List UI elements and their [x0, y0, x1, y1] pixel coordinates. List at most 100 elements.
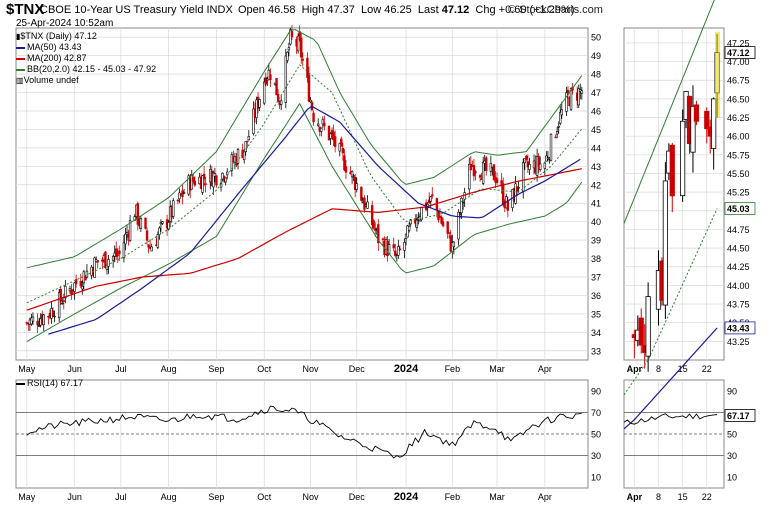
- main-y-tick-label: 44: [591, 143, 601, 153]
- ma50-value-tag-box: [724, 321, 756, 335]
- rsi-y-tick-label: 10: [591, 473, 601, 483]
- candle-body: [398, 248, 402, 251]
- main-x-tick-label: Sep: [208, 364, 224, 374]
- zoom-x-tick-label: 8: [656, 364, 661, 374]
- candle-body: [275, 78, 278, 96]
- zoom-y-tick-label: 45.50: [727, 169, 750, 179]
- zoom-rsi-y-tick-label: 50: [727, 430, 737, 440]
- candle-body: [307, 74, 311, 102]
- candle-body: [301, 58, 304, 61]
- candle-body: [176, 199, 180, 202]
- candle-body: [485, 157, 488, 171]
- candle-body: [182, 192, 186, 194]
- zoom-y-tick-label: 44.50: [727, 244, 750, 254]
- candle-body: [580, 90, 584, 94]
- main-y-tick-label: 35: [591, 309, 601, 319]
- main-y-tick-label: 42: [591, 180, 601, 190]
- candle-body: [340, 138, 343, 147]
- candle-body: [276, 93, 280, 102]
- candle-body: [70, 289, 73, 295]
- candle-body: [565, 92, 568, 112]
- rsi-label: RSI(14) 67.17: [16, 378, 83, 388]
- rsi-y-tick-label: 50: [591, 430, 601, 440]
- zoom-panel-frame: [623, 27, 725, 361]
- chg-value: +0.60 (+1.29%): [498, 4, 575, 16]
- candle-body: [543, 162, 547, 169]
- zoom-candles: [631, 33, 720, 372]
- candle-body: [502, 183, 505, 205]
- candle-body: [549, 133, 553, 161]
- candle-body: [523, 158, 526, 164]
- candle-body: [559, 112, 562, 124]
- zoom-y-tick-label: 44.75: [727, 225, 750, 235]
- main-y-tick-label: 43: [591, 162, 601, 172]
- candle-body: [374, 228, 377, 231]
- candle-body: [392, 244, 395, 249]
- candle-body: [79, 280, 82, 287]
- rsi-x-tick-label: May: [18, 492, 36, 502]
- zoom-rsi-x-tick-label: 22: [702, 492, 712, 502]
- candle-body: [144, 217, 147, 229]
- main-y-tick-label: 40: [591, 217, 601, 227]
- last-value-tag-box: [724, 46, 756, 60]
- candle-body: [236, 149, 240, 164]
- zoom-rsi-y-tick-label: 10: [727, 473, 737, 483]
- zoom-candle-body: [690, 105, 696, 153]
- candle-body: [101, 259, 104, 262]
- rsi-line: [26, 405, 582, 459]
- candle-body: [333, 136, 337, 147]
- main-y-tick-label: 34: [591, 328, 601, 338]
- zoom-y-tick-label: 43.25: [727, 337, 750, 347]
- timestamp: 25-Apr-2024 10:52am: [16, 18, 114, 29]
- candle-body: [161, 221, 164, 224]
- main-x-tick-label: Mar: [489, 364, 505, 374]
- zoom-x-tick-label: 22: [702, 364, 712, 374]
- candle-body: [193, 180, 197, 186]
- candle-body: [478, 175, 482, 178]
- candle-body: [506, 200, 510, 211]
- zoom-y-tick-label: 45.25: [727, 188, 750, 198]
- main-panel-frame: [15, 27, 589, 361]
- candle-body: [577, 88, 580, 106]
- candle-body: [139, 218, 143, 229]
- low-value: 46.25: [384, 4, 412, 16]
- main-x-tick-label: Dec: [349, 364, 366, 374]
- candle-body: [352, 175, 355, 177]
- main-x-tick-label: Nov: [302, 364, 319, 374]
- candle-body: [344, 166, 348, 173]
- candle-body: [156, 234, 160, 248]
- candle-body: [286, 52, 289, 61]
- main-y-tick-label: 48: [591, 70, 601, 80]
- chg-label: Chg: [475, 4, 496, 16]
- candle-body: [515, 186, 519, 192]
- zoom-y-tick-label: 45.75: [727, 150, 750, 160]
- main-y-tick-label: 41: [591, 199, 601, 209]
- rsi-x-tick-label: Mar: [489, 492, 505, 502]
- zoom-y-tick-label: 43.75: [727, 300, 750, 310]
- candle-body: [201, 175, 204, 193]
- candle-body: [178, 192, 181, 200]
- candle-body: [372, 220, 375, 229]
- zoom-x-tick-label: Apr: [627, 364, 643, 374]
- main-x-tick-label: May: [18, 364, 36, 374]
- candle-body: [525, 155, 528, 160]
- zoom-candle-body: [645, 296, 651, 357]
- candle-body: [74, 279, 78, 285]
- ma50-line: [48, 105, 581, 335]
- candle-body: [31, 316, 35, 322]
- candle-body: [61, 302, 64, 305]
- candle-body: [36, 320, 39, 326]
- bb-mid-line: [26, 64, 583, 304]
- candle-body: [190, 174, 193, 190]
- candle-body: [472, 164, 476, 177]
- main-y-tick-label: 38: [591, 254, 601, 264]
- rsi-x-tick-label: Sep: [208, 492, 224, 502]
- legend-volume: ▥Volume undef: [16, 75, 79, 85]
- high-label: High: [301, 4, 325, 16]
- zoom-y-tick-label: 47.00: [727, 57, 750, 67]
- candle-body: [93, 257, 96, 278]
- candle-body: [128, 220, 132, 241]
- candle-body: [363, 197, 366, 210]
- candle-body: [370, 205, 374, 225]
- rsi-y-tick-label: 30: [591, 451, 601, 461]
